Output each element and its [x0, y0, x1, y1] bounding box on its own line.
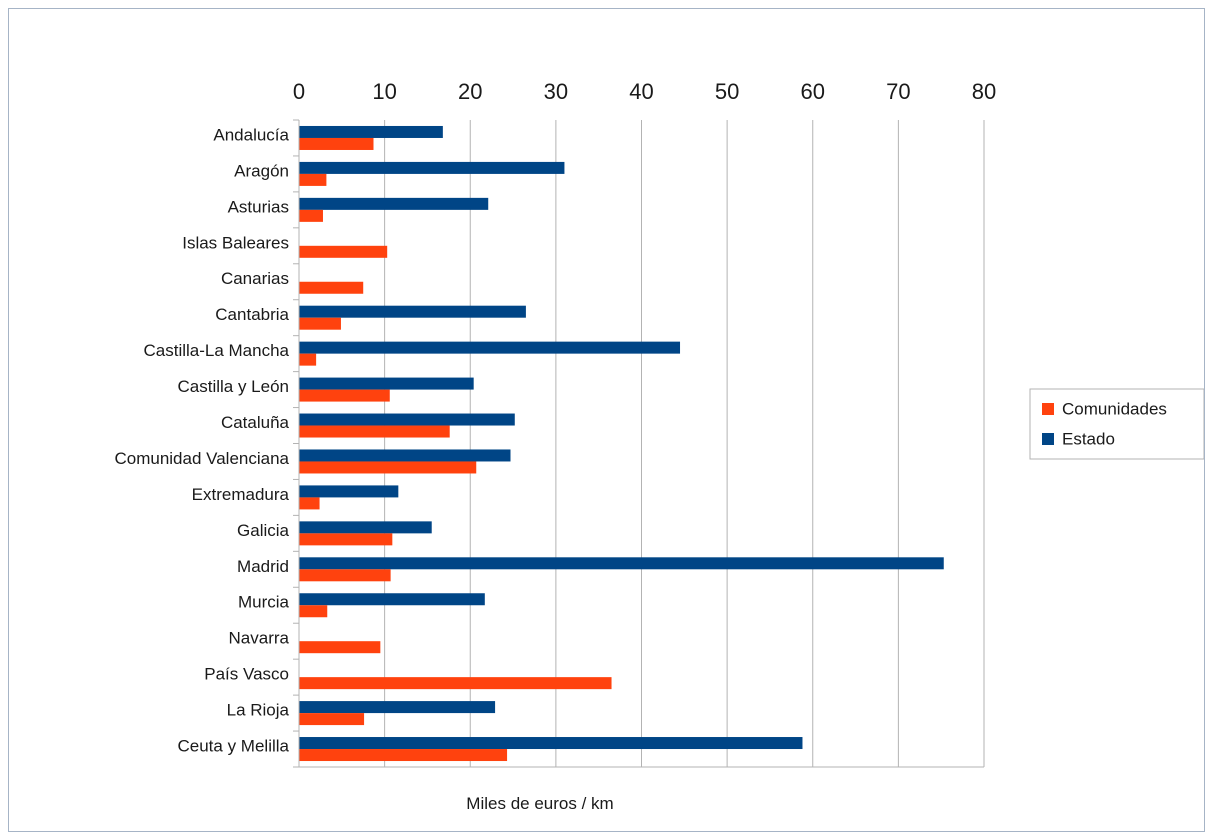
bar-comunidades [299, 749, 508, 762]
category-label: La Rioja [227, 701, 290, 720]
bar-estado [299, 377, 474, 390]
bar-estado [299, 737, 803, 750]
category-label: Castilla y León [177, 377, 289, 396]
category-label: Cantabria [215, 305, 289, 324]
category-label: Comunidad Valenciana [114, 449, 289, 468]
bar-estado [299, 305, 526, 318]
bar-estado [299, 413, 515, 426]
category-label: Cataluña [221, 413, 290, 432]
category-label: Canarias [221, 269, 289, 288]
x-tick-labels: 0 10 20 30 40 50 60 70 80 [293, 79, 996, 104]
bar-estado [299, 197, 489, 210]
x-tick-label: 0 [293, 79, 305, 104]
category-label: Islas Baleares [182, 233, 289, 252]
x-tick-label: 50 [715, 79, 739, 104]
bar-comunidades [299, 677, 612, 690]
category-label: Aragón [234, 161, 289, 180]
x-tick-label: 60 [801, 79, 825, 104]
bar-estado [299, 485, 399, 498]
axes [293, 119, 984, 768]
bar-estado [299, 449, 511, 462]
bar-comunidades [299, 389, 390, 402]
legend-box [1029, 388, 1204, 460]
bar-comunidades [299, 425, 450, 438]
bar-comunidades [299, 461, 477, 474]
category-label: Galicia [237, 521, 290, 540]
bar-comunidades [299, 569, 391, 582]
category-label: Castilla-La Mancha [143, 341, 289, 360]
category-label: País Vasco [204, 665, 289, 684]
bar-estado [299, 521, 432, 534]
bar-comunidades [299, 533, 393, 546]
bar-comunidades [299, 137, 374, 150]
bars [299, 125, 944, 762]
legend-swatch [1042, 433, 1054, 445]
legend: Comunidades Estado [1029, 388, 1204, 460]
chart-frame: 0 10 20 30 40 50 60 70 80 Andalucía Aragón Asturia… [8, 8, 1205, 832]
bar-comunidades [299, 605, 328, 618]
bar-chart: 0 10 20 30 40 50 60 70 80 Andalucía Aragón Asturia… [114, 79, 1204, 813]
x-tick-label: 40 [629, 79, 653, 104]
category-label: Madrid [237, 557, 289, 576]
legend-label: Comunidades [1062, 399, 1167, 418]
bar-comunidades [299, 497, 320, 510]
category-label: Andalucía [213, 125, 289, 144]
category-label: Extremadura [192, 485, 290, 504]
category-label: Ceuta y Melilla [178, 737, 290, 756]
legend-swatch [1042, 403, 1054, 415]
bar-comunidades [299, 353, 317, 366]
bar-estado [299, 161, 565, 174]
bar-estado [299, 701, 496, 714]
x-tick-label: 70 [886, 79, 910, 104]
bar-comunidades [299, 173, 327, 186]
category-labels: Andalucía Aragón Asturias Islas Baleares Can… [114, 125, 289, 755]
bar-estado [299, 557, 944, 570]
category-label: Asturias [228, 197, 289, 216]
bar-comunidades [299, 281, 364, 294]
legend-label: Estado [1062, 429, 1115, 448]
x-axis-title: Miles de euros / km [466, 794, 613, 813]
bar-comunidades [299, 317, 341, 330]
bar-estado [299, 593, 485, 606]
category-label: Navarra [229, 629, 290, 648]
x-tick-label: 80 [972, 79, 996, 104]
bar-estado [299, 125, 443, 138]
x-tick-label: 10 [372, 79, 396, 104]
bar-comunidades [299, 713, 365, 726]
bar-comunidades [299, 245, 388, 258]
bar-comunidades [299, 641, 381, 654]
category-label: Murcia [238, 593, 290, 612]
bar-comunidades [299, 209, 323, 222]
x-tick-label: 30 [544, 79, 568, 104]
gridlines [298, 120, 985, 767]
bar-estado [299, 341, 681, 354]
x-tick-label: 20 [458, 79, 482, 104]
